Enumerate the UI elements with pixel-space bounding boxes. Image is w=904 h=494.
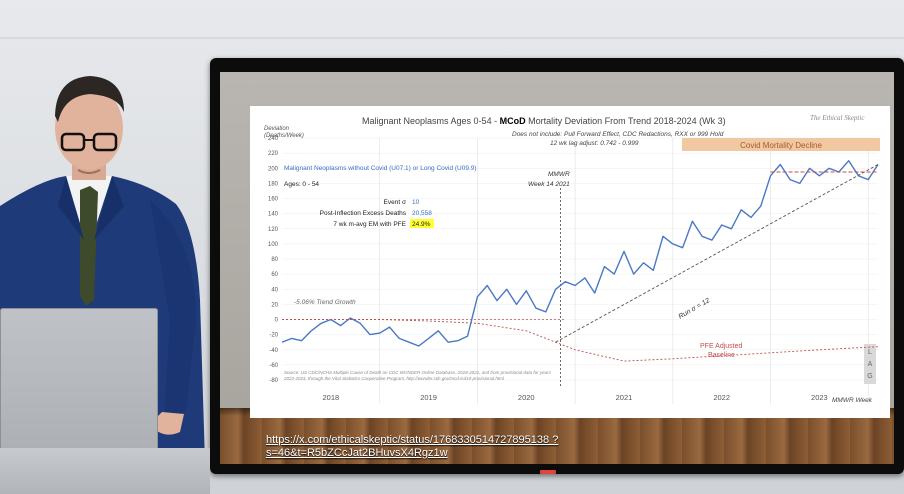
y-tick-label: 200: [268, 166, 279, 172]
x-tick-label: 2021: [616, 393, 633, 402]
x-tick-label: 2023: [811, 393, 828, 402]
y-tick-label: 20: [271, 302, 278, 308]
pfe-label-1: PFE Adjusted: [700, 343, 743, 350]
y-tick-label: -60: [269, 363, 278, 369]
y-tick-label: 0: [275, 318, 279, 324]
y-tick-label: -40: [269, 348, 278, 354]
chart-slide: 240 220 200 180 160 140 120 100 80 60 40 20 0 -20 -40-…: [250, 106, 890, 418]
y-tick-label: 240: [268, 136, 279, 142]
y-tick-label: 120: [268, 227, 279, 233]
trend-growth-label: -5.06% Trend Growth: [294, 299, 356, 306]
series-line-0: [281, 160, 879, 347]
series-line-1: [282, 319, 879, 362]
source-note: Source: US CDC/NCHS Multiple Cause of De…: [283, 370, 552, 381]
x-axis-label: MMWR Week: [832, 397, 873, 404]
y-tick-label: 160: [268, 197, 279, 203]
monitor-screen: 240 220 200 180 160 140 120 100 80 60 40 20 0 -20 -40-…: [220, 72, 894, 464]
y-tick-label: -20: [269, 333, 278, 339]
x-tick-label: 2022: [713, 393, 730, 402]
series-label: Malignant Neoplasms without Covid (U07.1…: [284, 165, 477, 172]
y-axis-label-line2: (Deaths/Week): [264, 133, 304, 139]
chart-subtitle-1: Does not include: Pull Forward Effect, C…: [512, 131, 724, 138]
y-tick-label: 80: [271, 257, 278, 263]
y-tick-label: 140: [268, 212, 279, 218]
y-tick-label: 40: [271, 287, 278, 293]
y-tick-label: -80: [269, 378, 278, 384]
x-tick-label: 2018: [323, 393, 340, 402]
stat-label: 7 wk m-avg EM with PFE: [333, 221, 406, 228]
mmwr-note-1: MMWR: [548, 171, 570, 178]
series-line-2: [555, 164, 879, 343]
mmwr-note-2: Week 14 2021: [528, 181, 570, 188]
covid-decline-banner: [682, 138, 880, 151]
brand-logo: The Ethical Skeptic: [810, 114, 865, 122]
stat-label: Event σ: [384, 199, 406, 206]
stat-highlight: [410, 219, 434, 228]
x-tick-label: 2020: [518, 393, 535, 402]
lag-letter: G: [867, 373, 872, 380]
lag-box: [864, 344, 876, 384]
stat-value: 20,558: [412, 210, 432, 217]
x-tick-label: 2019: [420, 393, 437, 402]
laptop-stand: [0, 448, 210, 494]
lag-letter: A: [868, 361, 873, 368]
y-tick-label: 60: [271, 272, 278, 278]
stat-value: 24.9%: [412, 221, 431, 228]
tweet-url-link[interactable]: https://x.com/ethicalskeptic/status/1768…: [266, 434, 559, 459]
stat-value: 10: [412, 199, 420, 206]
y-tick-label: 100: [268, 242, 279, 248]
stat-label: Post-Inflection Excess Deaths: [320, 210, 407, 217]
monitor-power-led: [540, 470, 556, 474]
chart-subtitle-2: 12 wk lag adjust: 0.742 - 0.999: [550, 140, 639, 147]
lag-letter: L: [868, 349, 872, 356]
banner-label: Covid Mortality Decline: [740, 141, 822, 150]
y-tick-label: 180: [268, 181, 279, 187]
monitor: 240 220 200 180 160 140 120 100 80 60 40 20 0 -20 -40-…: [210, 58, 904, 474]
y-tick-label: 220: [268, 151, 279, 157]
chart-svg: 240220200180160140120100806040200-20-40-…: [264, 114, 880, 404]
y-axis-label-line1: Deviation: [264, 126, 290, 132]
run-sigma-label: Run σ = 12: [678, 297, 712, 321]
chart-title: Malignant Neoplasms Ages 0-54 - MCoD Mor…: [362, 116, 726, 126]
ages-label: Ages: 0 - 54: [284, 181, 319, 188]
